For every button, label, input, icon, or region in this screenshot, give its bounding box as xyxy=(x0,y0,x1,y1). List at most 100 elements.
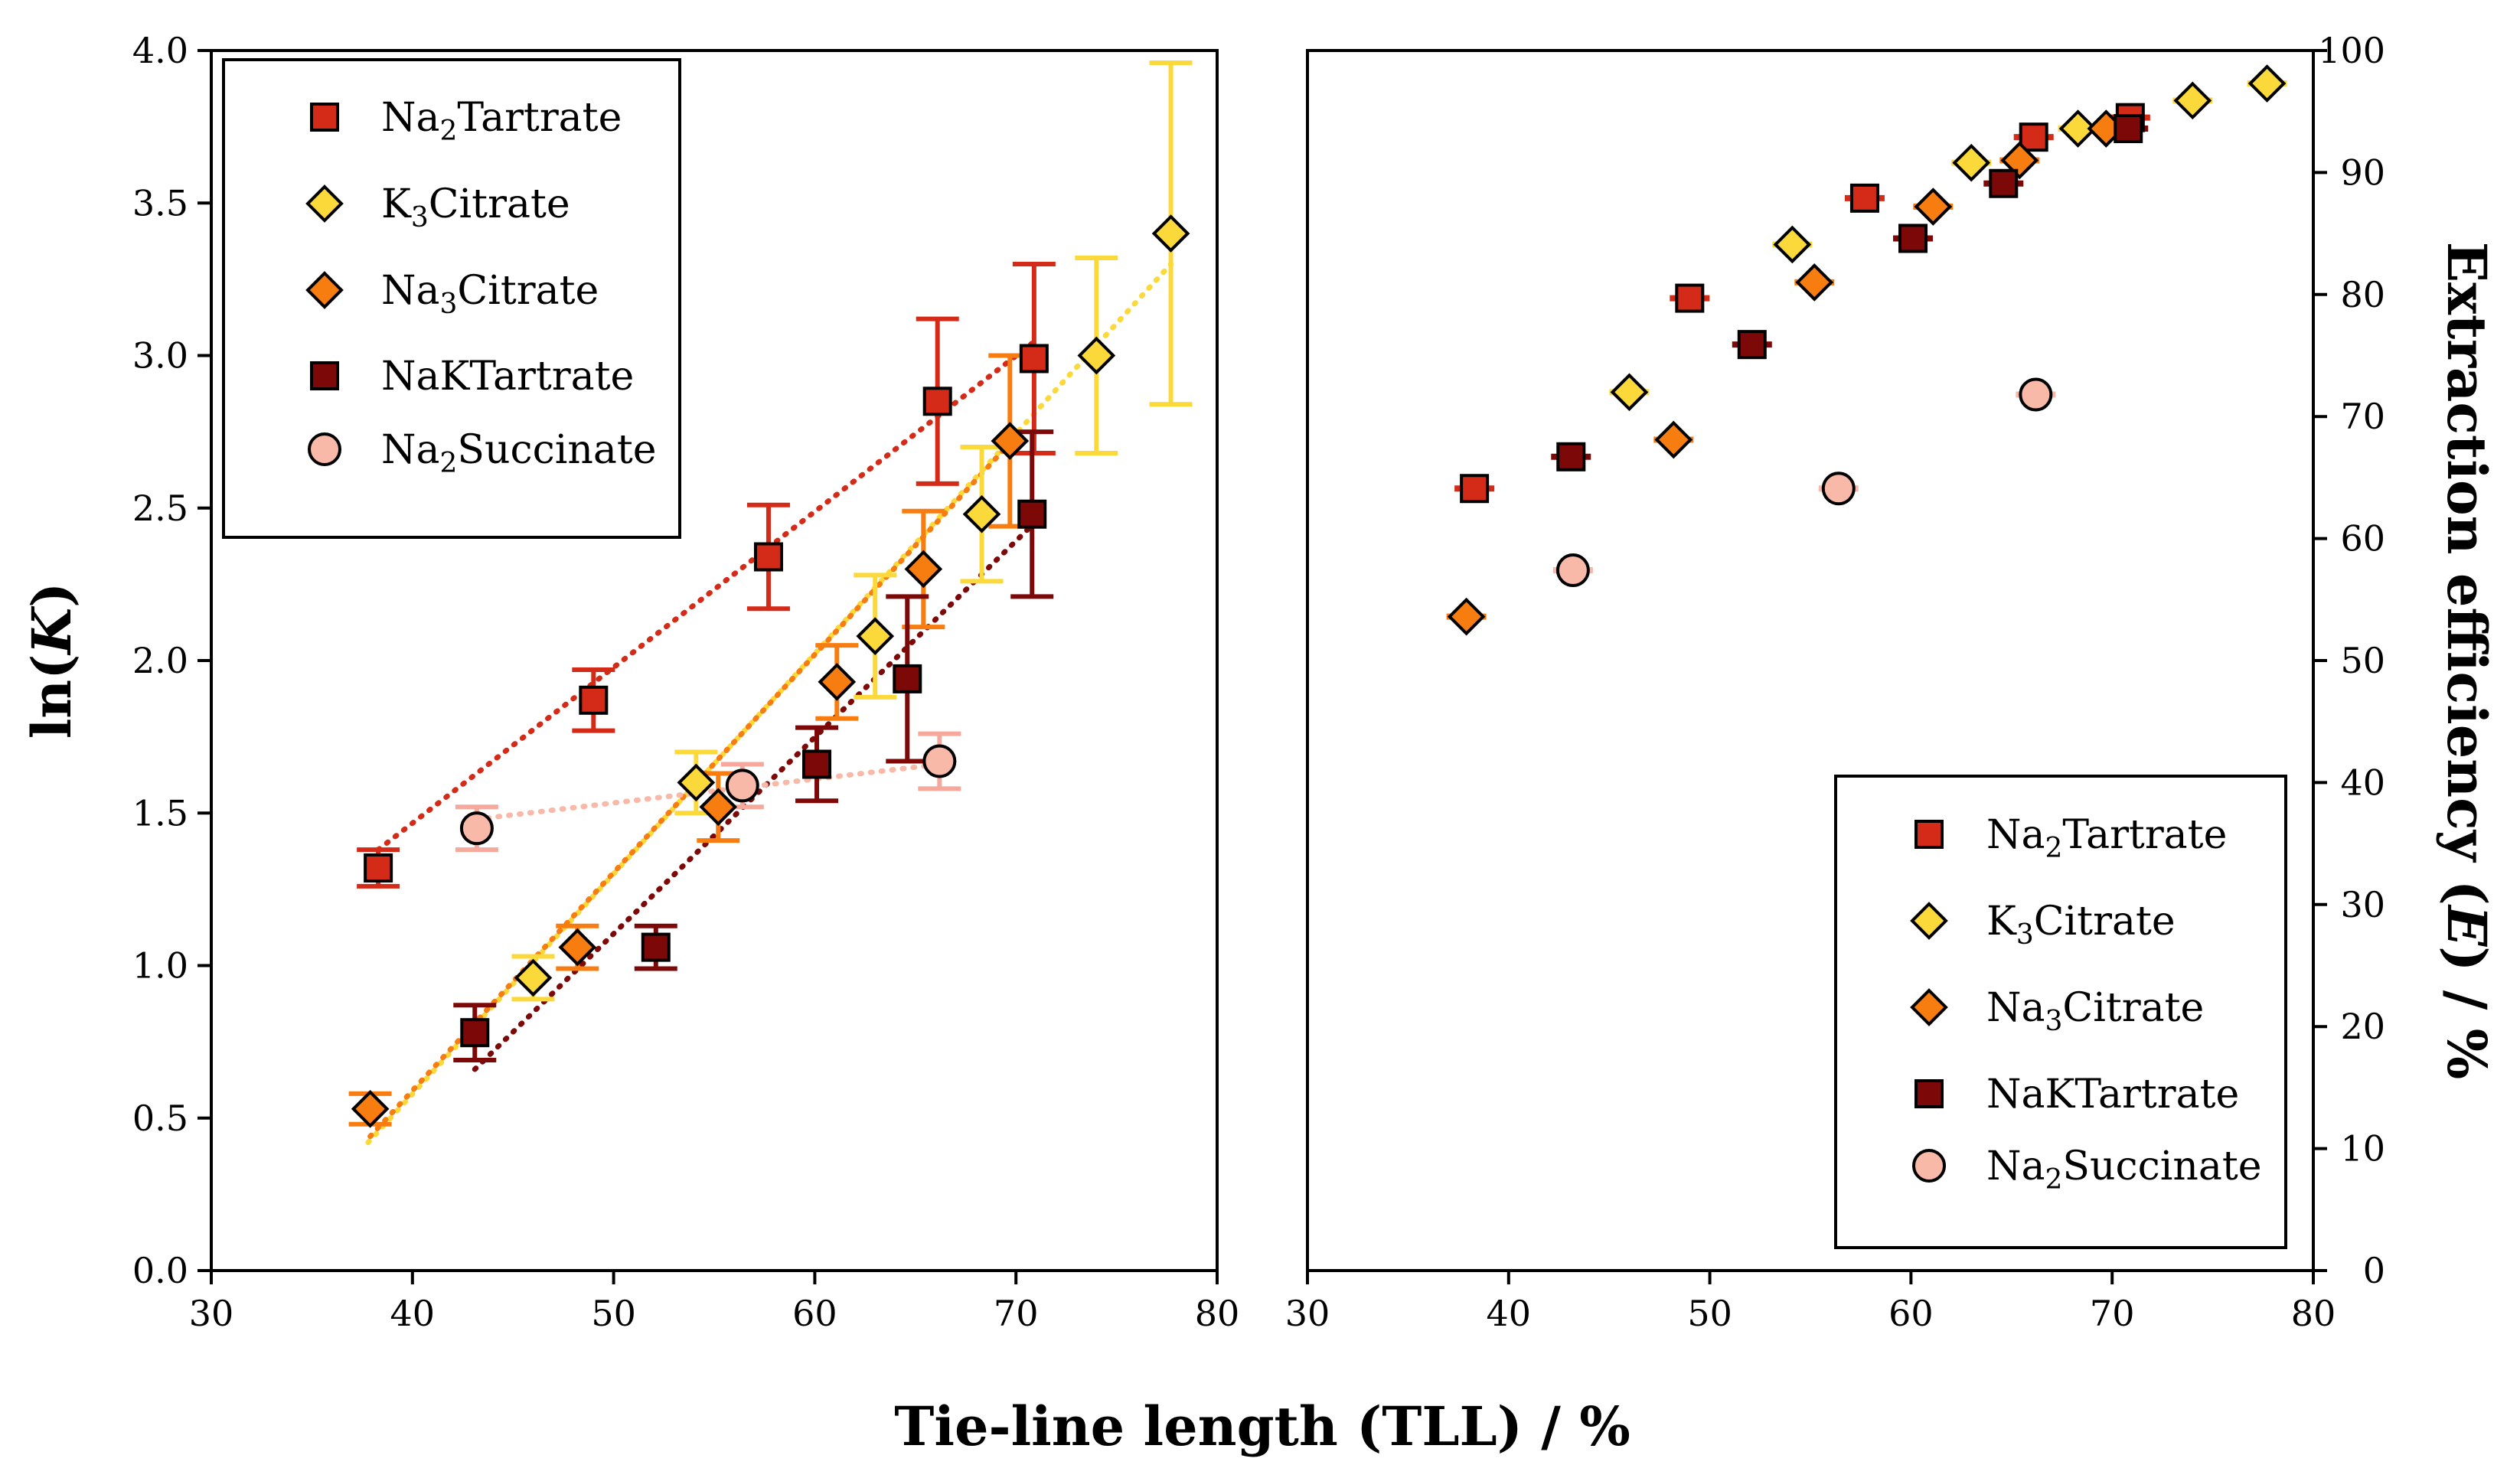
x-tick-label-left: 70 xyxy=(994,1293,1039,1334)
data-point-na2succinate xyxy=(1821,471,1856,506)
y-tick-label-right: 50 xyxy=(2340,640,2385,681)
legend-marker-na3citrate xyxy=(305,271,344,309)
data-point-naktartrate xyxy=(1017,499,1047,529)
y-axis-title-right: Extraction efficiency (E) / % xyxy=(2435,242,2499,1080)
y-tick-label-right: 40 xyxy=(2340,762,2385,803)
data-point-naktartrate xyxy=(1898,223,1928,253)
fit-line-naktartrate xyxy=(472,520,1037,1072)
legend-label-naktartrate: NaKTartrate xyxy=(1986,1072,2239,1117)
data-point-naktartrate xyxy=(1556,442,1586,471)
y-tick-label-left: 0.5 xyxy=(132,1098,188,1139)
legend-marker-na3citrate xyxy=(1910,988,1948,1026)
data-point-naktartrate xyxy=(460,1018,490,1048)
legend-marker-naktartrate xyxy=(1914,1079,1944,1108)
legend-label-k3citrate: K3Citrate xyxy=(1986,899,2176,951)
x-tick-label-right: 50 xyxy=(1687,1293,1732,1334)
data-point-na3citrate xyxy=(2000,141,2039,180)
legend-label-naktartrate: NaKTartrate xyxy=(381,354,634,400)
legend-marker-na2succinate xyxy=(1912,1149,1946,1183)
data-point-na3citrate xyxy=(904,550,943,589)
legend-label-na2succinate: Na2Succinate xyxy=(381,427,657,479)
data-point-na3citrate xyxy=(818,663,857,701)
data-point-k3citrate xyxy=(514,958,553,997)
data-point-k3citrate xyxy=(2173,81,2212,120)
data-point-na2tartrate xyxy=(753,542,783,572)
legend-marker-na2succinate xyxy=(308,432,341,466)
legend-marker-k3citrate xyxy=(1910,902,1948,940)
x-tick-label-left: 30 xyxy=(189,1293,234,1334)
data-point-na2tartrate xyxy=(922,387,952,416)
x-tick-label-right: 80 xyxy=(2291,1293,2336,1334)
x-tick-label-left: 60 xyxy=(792,1293,837,1334)
legend-label-na2tartrate: Na2Tartrate xyxy=(381,95,622,147)
x-tick-label-left: 80 xyxy=(1195,1293,1240,1334)
chart-panel-left: 30 40 50 60 70 80 0.0 0.5 1.0 1.5 2.0 2.5 3.0 3.5 4.0 N… xyxy=(132,30,1239,1334)
x-tick-label-right: 70 xyxy=(2090,1293,2135,1334)
legend-marker-naktartrate xyxy=(310,361,339,390)
data-point-na3citrate xyxy=(699,788,738,827)
data-point-na3citrate xyxy=(1795,263,1834,302)
legend-label-k3citrate: K3Citrate xyxy=(381,181,570,233)
data-point-na3citrate xyxy=(1447,597,1486,636)
data-point-k3citrate xyxy=(1077,336,1116,375)
y-tick-label-left: 2.5 xyxy=(132,488,188,529)
data-point-naktartrate xyxy=(802,749,832,779)
y-tick-label-right: 0 xyxy=(2363,1250,2385,1291)
data-point-na3citrate xyxy=(351,1089,390,1128)
data-point-na3citrate xyxy=(558,928,597,967)
y-tick-label-right: 20 xyxy=(2340,1006,2385,1047)
data-point-k3citrate xyxy=(1773,225,1812,264)
legend-marker-k3citrate xyxy=(305,184,344,223)
data-point-k3citrate xyxy=(856,617,895,655)
y-tick-label-left: 0.0 xyxy=(132,1250,188,1291)
y-tick-label-left: 1.0 xyxy=(132,945,188,987)
data-point-naktartrate xyxy=(893,664,922,693)
x-tick-label-right: 40 xyxy=(1487,1293,1532,1334)
data-point-k3citrate xyxy=(1610,373,1649,412)
data-point-k3citrate xyxy=(1151,214,1190,253)
x-axis-title: Tie-line length (TLL) / % xyxy=(894,1395,1630,1458)
y-tick-label-left: 1.5 xyxy=(132,792,188,834)
legend-label-na2succinate: Na2Succinate xyxy=(1986,1144,2262,1196)
data-point-k3citrate xyxy=(677,763,716,802)
x-tick-label-right: 30 xyxy=(1285,1293,1330,1334)
data-point-naktartrate xyxy=(1989,168,2019,198)
data-point-na2tartrate xyxy=(1849,183,1879,213)
y-tick-label-right: 10 xyxy=(2340,1128,2385,1170)
y-tick-label-right: 80 xyxy=(2340,274,2385,315)
y-axis-title-left: ln(K) xyxy=(20,582,83,739)
data-point-na2tartrate xyxy=(1675,283,1705,313)
fit-line-na2tartrate xyxy=(375,338,1039,853)
data-point-na2succinate xyxy=(459,811,494,846)
y-tick-label-right: 90 xyxy=(2340,152,2385,193)
data-point-naktartrate xyxy=(641,932,671,962)
y-tick-label-left: 4.0 xyxy=(132,30,188,71)
data-point-na2tartrate xyxy=(579,685,609,715)
x-tick-label-left: 50 xyxy=(591,1293,636,1334)
data-point-naktartrate xyxy=(2114,114,2143,144)
data-point-na2tartrate xyxy=(2019,122,2048,152)
data-point-na2succinate xyxy=(2019,377,2053,412)
data-point-na3citrate xyxy=(1654,420,1693,459)
legend-marker-na2tartrate xyxy=(310,103,339,132)
y-tick-label-left: 3.5 xyxy=(132,182,188,223)
y-tick-label-right: 70 xyxy=(2340,396,2385,437)
y-tick-label-left: 2.0 xyxy=(132,640,188,681)
data-point-na2tartrate xyxy=(1019,344,1049,374)
data-point-k3citrate xyxy=(962,494,1001,533)
fit-line-na2succinate xyxy=(474,761,942,822)
y-tick-label-right: 60 xyxy=(2340,518,2385,560)
legend-label-na3citrate: Na3Citrate xyxy=(381,268,599,320)
legend-label-na2tartrate: Na2Tartrate xyxy=(1986,812,2227,864)
legend-label-na3citrate: Na3Citrate xyxy=(1986,985,2204,1037)
data-point-na2tartrate xyxy=(364,853,393,883)
data-point-na2succinate xyxy=(725,768,759,803)
legend-marker-na2tartrate xyxy=(1914,820,1944,849)
data-point-na2succinate xyxy=(1555,553,1590,588)
data-point-naktartrate xyxy=(1737,330,1767,360)
data-point-na2tartrate xyxy=(1460,474,1490,504)
data-point-na2succinate xyxy=(922,744,957,778)
data-point-k3citrate xyxy=(1952,143,1991,182)
data-point-na3citrate xyxy=(991,422,1030,460)
